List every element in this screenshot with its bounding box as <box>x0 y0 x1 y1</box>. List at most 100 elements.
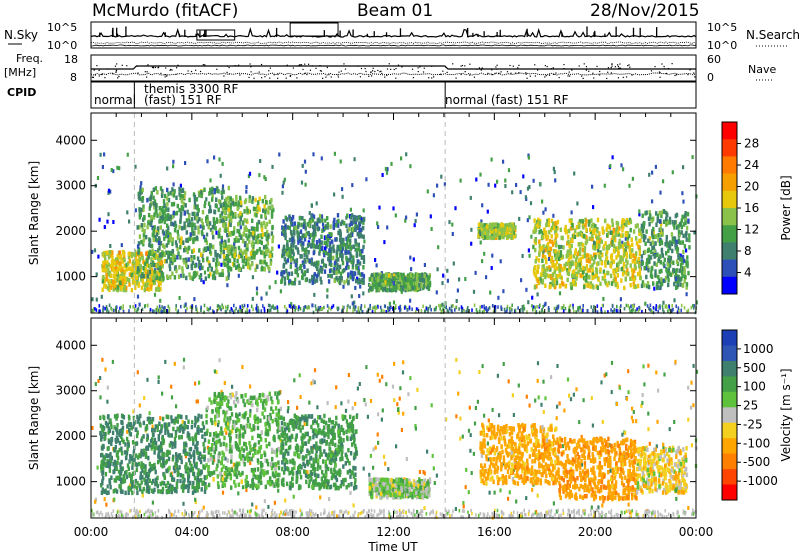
echo-cell <box>593 244 596 250</box>
echo-cell <box>551 242 555 247</box>
echo-cell <box>213 209 217 215</box>
echo-cell <box>655 262 658 267</box>
echo-cell <box>681 214 684 220</box>
echo-cell <box>196 206 199 211</box>
echo-cell <box>563 408 566 413</box>
echo-cell <box>148 269 152 275</box>
ground-scatter-cell <box>687 308 690 313</box>
echo-cell <box>506 226 509 231</box>
echo-cell <box>351 276 355 282</box>
echo-cell <box>190 263 193 268</box>
echo-cell <box>448 220 451 225</box>
echo-cell <box>106 219 109 224</box>
echo-cell <box>162 199 166 204</box>
ground-scatter-cell <box>263 309 266 313</box>
echo-cell <box>173 189 176 194</box>
echo-cell <box>415 212 418 217</box>
echo-cell <box>237 245 241 251</box>
ground-scatter-cell <box>655 307 657 312</box>
ground-scatter-cell <box>226 307 229 311</box>
ground-scatter-cell <box>162 306 165 310</box>
echo-cell <box>238 229 241 234</box>
nave-dot <box>137 72 139 74</box>
echo-cell <box>237 254 241 259</box>
echo-cell <box>261 250 264 255</box>
nave-dot <box>671 63 673 65</box>
echo-cell <box>581 233 584 238</box>
echo-cell <box>676 282 679 288</box>
echo-cell <box>626 260 629 265</box>
nave-dot <box>227 65 229 67</box>
echo-cell <box>640 223 644 229</box>
echo-cell <box>672 267 675 273</box>
echo-cell <box>577 231 580 237</box>
ground-scatter-cell <box>195 305 197 309</box>
ground-scatter-cell <box>675 304 677 308</box>
echo-cell <box>512 230 515 236</box>
echo-cell <box>494 222 498 227</box>
echo-cell <box>680 218 683 223</box>
ground-scatter-cell <box>168 307 171 311</box>
echo-cell <box>184 203 187 208</box>
ground-scatter-cell <box>611 303 614 308</box>
echo-cell <box>155 206 158 211</box>
nave-dot <box>344 68 347 70</box>
cpid-segment-label: themis 3300 RF <box>144 82 238 96</box>
nave-dot <box>390 68 392 70</box>
echo-cell <box>326 242 329 248</box>
nave-dot <box>544 76 546 78</box>
echo-cell <box>560 244 563 249</box>
echo-cell <box>251 261 254 267</box>
echo-cell <box>585 235 588 240</box>
echo-cell <box>541 231 544 235</box>
echo-cell <box>207 225 210 230</box>
echo-cell <box>470 227 473 232</box>
echo-cell <box>477 222 481 227</box>
ground-scatter-cell <box>638 305 640 310</box>
nsky-traces <box>90 22 697 47</box>
nave-dot <box>545 75 547 77</box>
nave-dot <box>226 71 228 74</box>
echo-cell <box>121 271 124 277</box>
echo-cell <box>239 248 243 254</box>
echo-cell <box>378 205 381 210</box>
echo-cell <box>556 251 559 256</box>
ground-scatter-cell <box>543 310 545 314</box>
ground-scatter-cell <box>392 307 394 311</box>
echo-cell <box>270 212 274 217</box>
echo-cell <box>562 245 565 250</box>
echo-cell <box>421 272 424 278</box>
echo-cell <box>175 404 178 409</box>
echo-cell <box>327 279 331 284</box>
echo-cell <box>256 207 259 212</box>
nave-dot <box>248 76 250 79</box>
echo-cell <box>320 156 323 161</box>
echo-cell <box>320 234 323 239</box>
ground-scatter-cell <box>155 310 158 315</box>
nave-dot <box>583 63 585 65</box>
echo-cell <box>336 247 339 252</box>
echo-cell <box>303 264 306 269</box>
echo-cell <box>482 228 486 233</box>
echo-cell <box>681 260 684 265</box>
echo-cell <box>270 231 274 236</box>
echo-cell <box>576 251 580 257</box>
echo-cell <box>494 183 497 188</box>
echo-cell <box>489 222 492 228</box>
echo-cell <box>483 251 486 256</box>
nave-dot <box>157 66 160 69</box>
echo-cell <box>264 244 268 249</box>
echo-cell <box>329 254 332 259</box>
echo-cell <box>252 206 256 212</box>
echo-cell <box>414 424 417 428</box>
echo-cell <box>674 276 678 281</box>
echo-cell <box>611 218 614 223</box>
echo-cell <box>665 239 668 244</box>
echo-cell <box>150 190 153 196</box>
echo-cell <box>234 248 237 254</box>
echo-cell <box>578 420 581 425</box>
echo-cell <box>551 279 554 284</box>
echo-cell <box>167 250 170 255</box>
echo-cell <box>121 266 124 272</box>
echo-cell <box>647 284 651 290</box>
